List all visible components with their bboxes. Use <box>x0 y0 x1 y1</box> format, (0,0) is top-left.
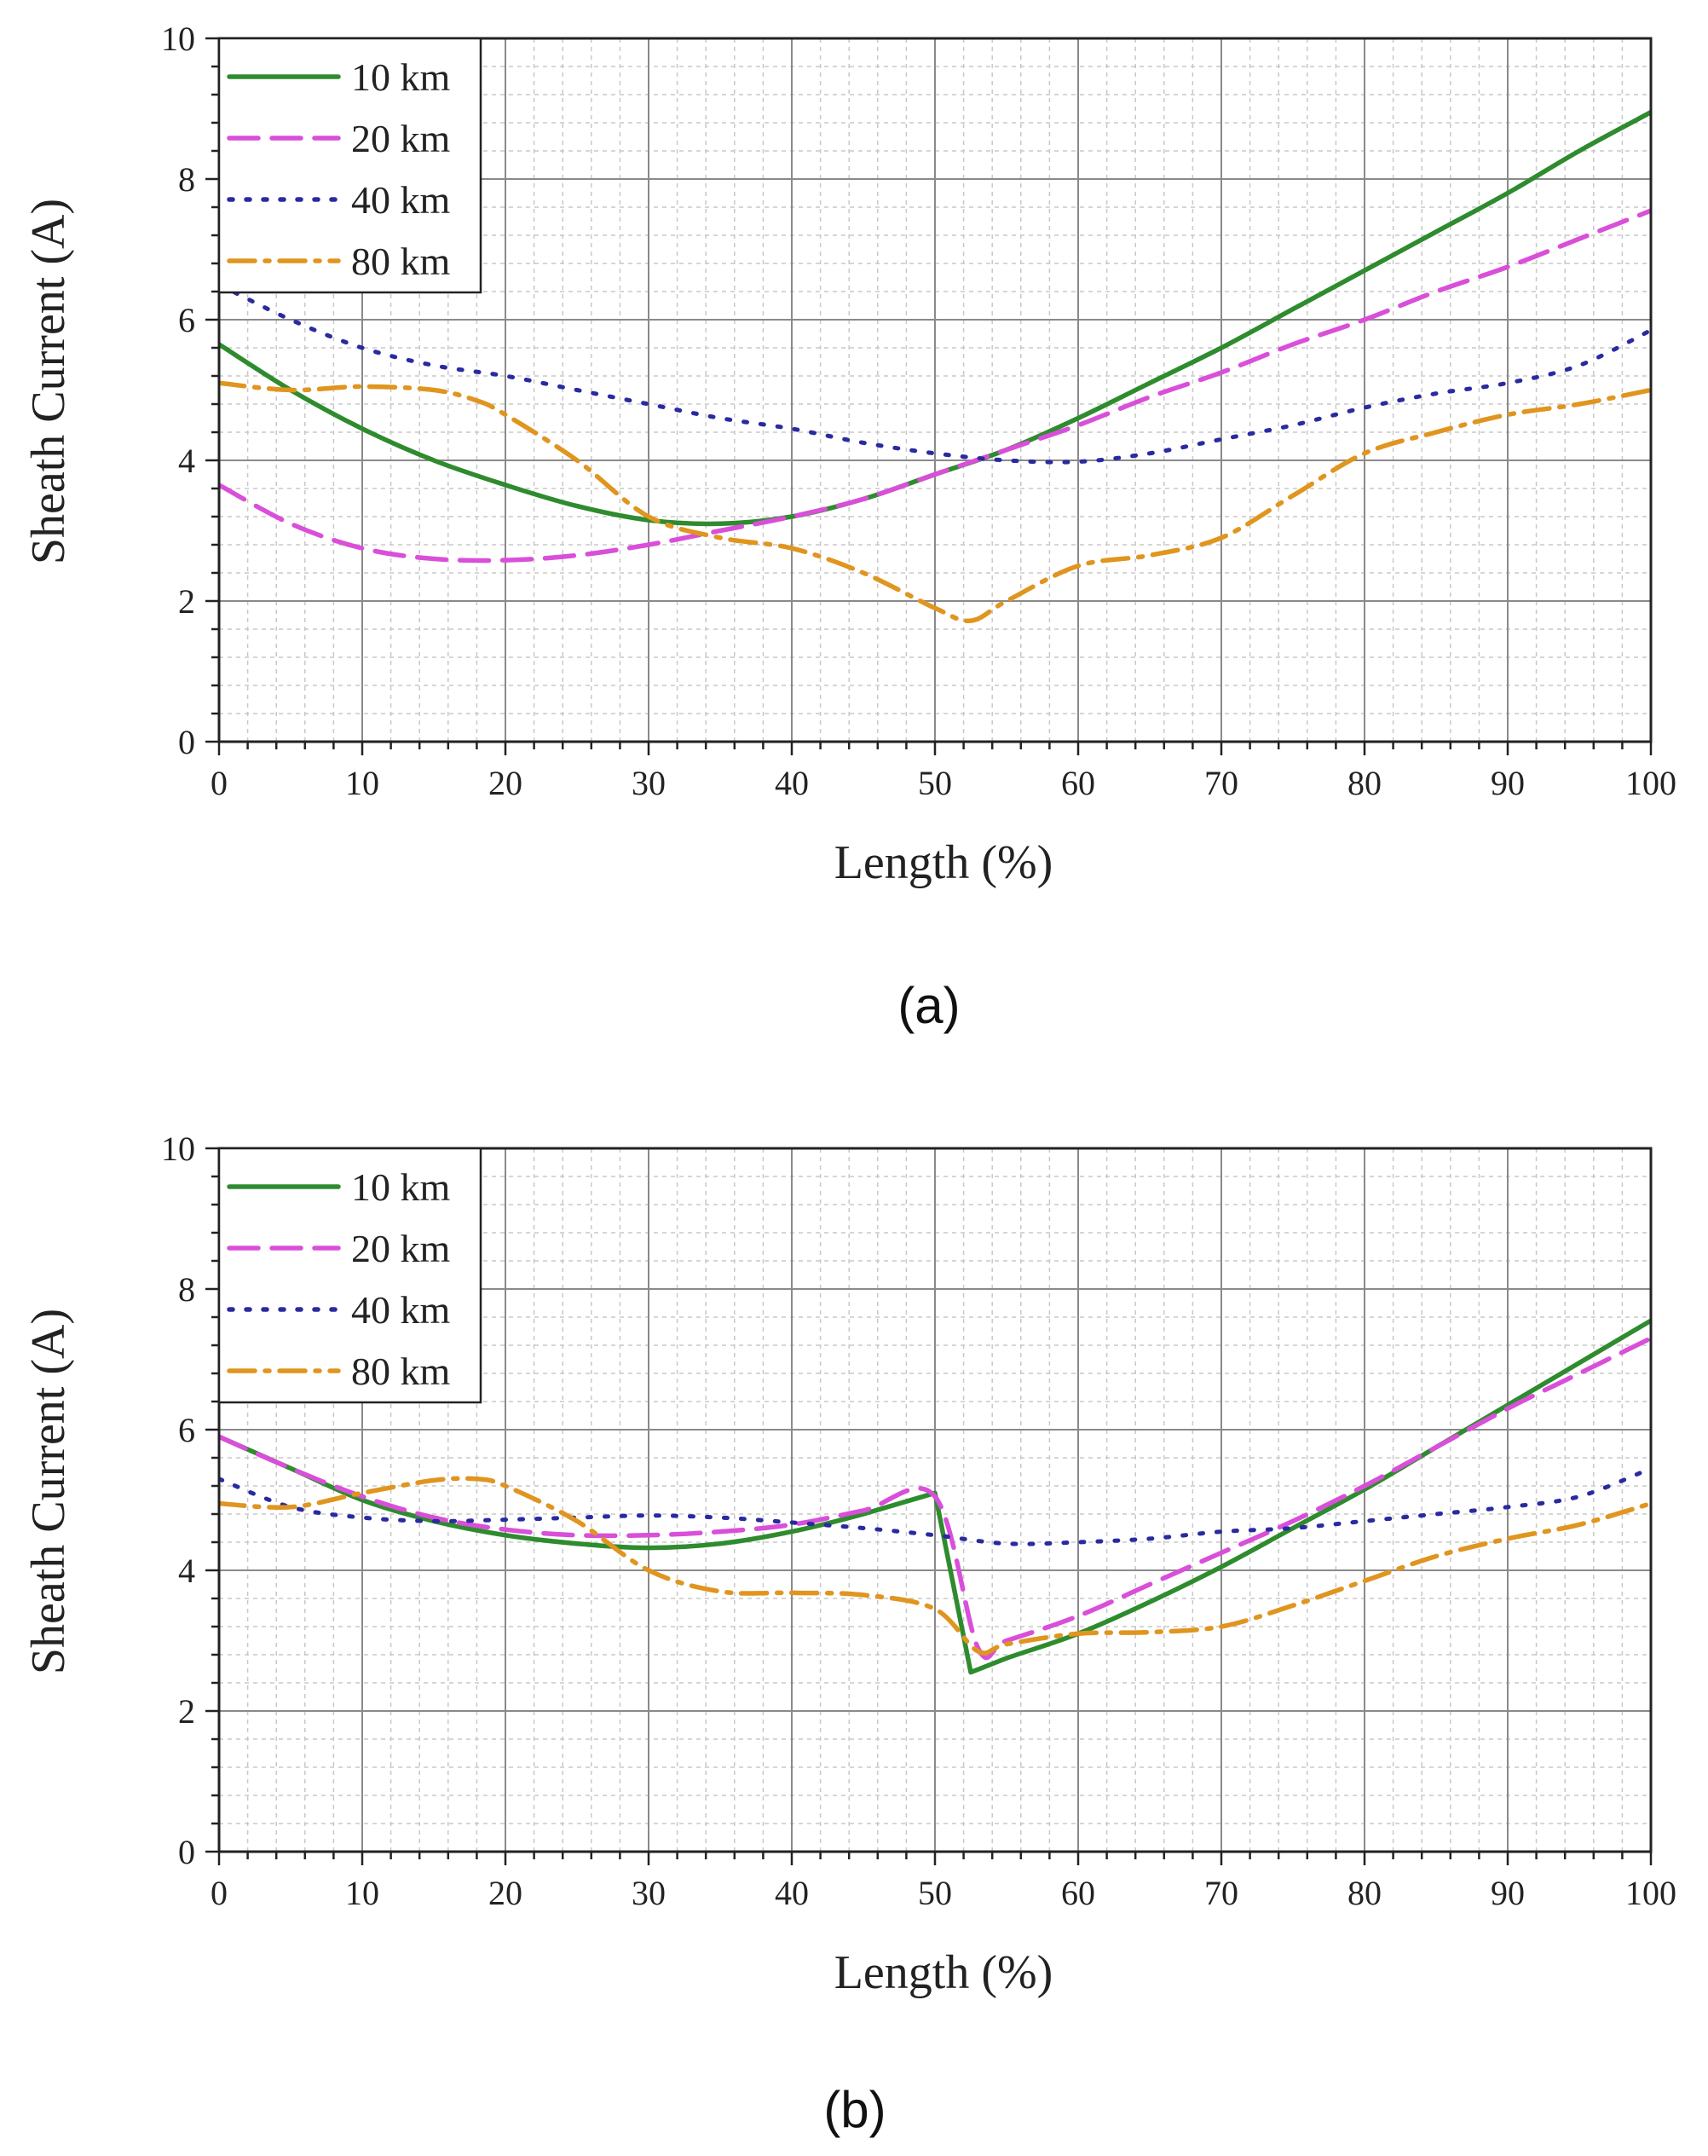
series-line-40-km <box>219 282 1651 465</box>
series-group <box>219 1318 1651 1675</box>
x-tick-label: 30 <box>632 1874 666 1912</box>
y-tick-label: 0 <box>178 723 195 761</box>
x-tick-label: 50 <box>918 1874 952 1912</box>
y-tick-label: 6 <box>178 301 195 339</box>
x-axis-title: Length (%) <box>834 1946 1053 1999</box>
legend-label: 10 km <box>351 55 451 99</box>
legend-box <box>217 1147 482 1404</box>
x-tick-label: 90 <box>1491 764 1525 802</box>
y-tick-label: 10 <box>161 20 195 58</box>
y-tick-label: 4 <box>178 442 195 480</box>
series-line-20-km <box>219 208 1651 564</box>
x-tick-label: 50 <box>918 764 952 802</box>
x-tick-label: 40 <box>775 764 809 802</box>
y-tick-label: 8 <box>178 1270 195 1309</box>
x-tick-label: 100 <box>1625 764 1676 802</box>
legend-label: 40 km <box>351 1288 451 1332</box>
y-tick-label: 0 <box>178 1833 195 1871</box>
legend-label: 20 km <box>351 117 451 160</box>
y-axis-title: Sheath Current (A) <box>22 199 75 564</box>
series-line-80-km <box>219 1476 1651 1656</box>
x-tick-label: 100 <box>1625 1874 1676 1912</box>
series-line-40-km <box>219 1465 1651 1546</box>
x-tick-label: 80 <box>1347 764 1382 802</box>
x-tick-label: 10 <box>345 764 379 802</box>
y-tick-label: 10 <box>161 1130 195 1168</box>
x-tick-label: 0 <box>211 764 228 802</box>
chart-panel-b: 0 10 20 30 40 50 60 70 80 90 100 0 2 4 6 8 10 Length (%) S… <box>22 1130 1676 1999</box>
legend-label: 80 km <box>351 240 451 283</box>
x-tick-label: 90 <box>1491 1874 1525 1912</box>
x-tick-label: 0 <box>211 1874 228 1912</box>
y-axis-title: Sheath Current (A) <box>22 1309 75 1674</box>
y-tick-label: 4 <box>178 1552 195 1590</box>
series-line-80-km <box>219 380 1651 623</box>
panel-label-b: (b) <box>823 2081 886 2138</box>
x-tick-label: 20 <box>488 764 522 802</box>
legend-label: 10 km <box>351 1165 451 1209</box>
plot-frame <box>217 1147 1653 1853</box>
x-tick-label: 20 <box>488 1874 522 1912</box>
legend-label: 40 km <box>351 178 451 222</box>
x-tick-label: 70 <box>1204 1874 1238 1912</box>
chart-panel-a: 0 10 20 30 40 50 60 70 80 90 100 0 2 4 6 8 10 Length (%) S… <box>22 20 1676 889</box>
x-tick-label: 70 <box>1204 764 1238 802</box>
x-tick-label: 60 <box>1061 764 1095 802</box>
x-axis-title: Length (%) <box>834 836 1053 889</box>
y-tick-label: 8 <box>178 160 195 199</box>
legend: 10 km 20 km 40 km 80 km <box>217 37 482 294</box>
legend: 10 km 20 km 40 km 80 km <box>217 1147 482 1404</box>
y-tick-label: 2 <box>178 1692 195 1731</box>
panel-label-a: (a) <box>897 977 960 1034</box>
plot-frame <box>217 37 1653 743</box>
series-line-20-km <box>219 1336 1651 1661</box>
x-tick-label: 10 <box>345 1874 379 1912</box>
series-group <box>219 109 1651 623</box>
x-tick-label: 30 <box>632 764 666 802</box>
x-tick-label: 40 <box>775 1874 809 1912</box>
legend-label: 20 km <box>351 1227 451 1270</box>
y-tick-label: 2 <box>178 582 195 621</box>
x-tick-label: 80 <box>1347 1874 1382 1912</box>
y-tick-label: 6 <box>178 1411 195 1449</box>
x-tick-label: 60 <box>1061 1874 1095 1912</box>
legend-label: 80 km <box>351 1350 451 1393</box>
legend-box <box>217 37 482 294</box>
